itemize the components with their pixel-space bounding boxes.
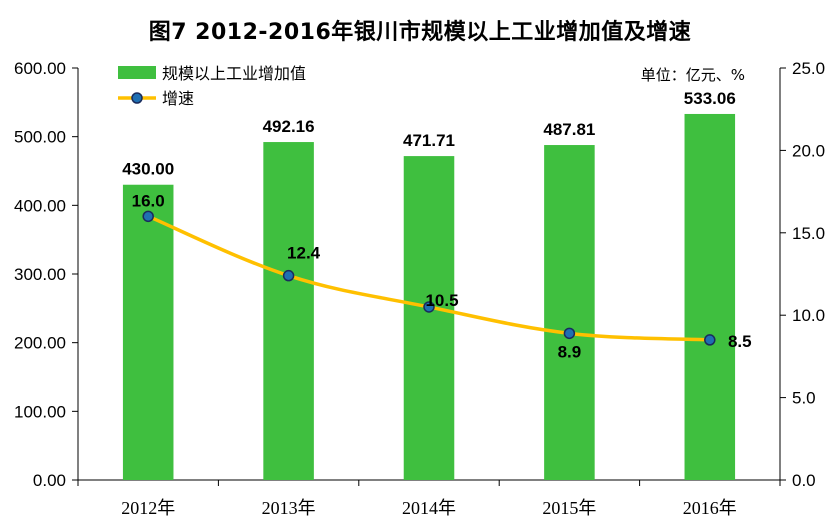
data-labels: 430.00 492.16 471.71 487.81 533.06 16.0 12.4 10… (122, 89, 751, 361)
y-right-tick-label: 10.0 (792, 306, 825, 325)
legend-swatch-bar (118, 66, 156, 79)
y-right-tick-label: 5.0 (792, 389, 816, 408)
bar-value-label: 487.81 (543, 120, 595, 139)
legend-swatch-marker (131, 92, 143, 104)
bar-value-label: 430.00 (122, 160, 174, 179)
line-point (282, 269, 295, 282)
y-left-tick-label: 300.00 (14, 265, 66, 284)
line-point (142, 210, 154, 223)
bar-value-label: 533.06 (684, 89, 736, 108)
line-point (563, 327, 576, 340)
bar-value-label: 471.71 (403, 131, 455, 150)
x-tick-label: 2012年 (121, 498, 175, 518)
line-value-label: 8.5 (728, 332, 752, 351)
y-left-tick-label: 200.00 (14, 334, 66, 353)
chart-title: 图7 2012-2016年银川市规模以上工业增加值及增速 (148, 20, 692, 45)
bar (403, 156, 455, 480)
bar (263, 142, 314, 480)
line-value-label: 10.5 (425, 291, 458, 310)
bar (684, 113, 736, 481)
y-left-tick-label: 600.00 (14, 59, 66, 78)
x-tick-label: 2015年 (542, 498, 596, 518)
y-left-tick-label: 500.00 (14, 128, 66, 147)
line-series (142, 210, 716, 346)
legend-label-line: 增速 (162, 89, 194, 108)
bar-series (122, 113, 736, 481)
x-tick-label: 2013年 (262, 498, 316, 518)
unit-label: 单位：亿元、% (641, 66, 745, 84)
legend: 规模以上工业增加值 增速 (118, 64, 306, 108)
y-right-tick-label: 25.0 (792, 59, 825, 78)
axes: 0.00 100.00 200.00 300.00 400.00 500.00 600.00… (14, 59, 825, 518)
y-right-tick-label: 0.0 (792, 471, 816, 490)
line-point (704, 334, 716, 346)
line-value-label: 8.9 (558, 342, 582, 361)
line-point (423, 301, 435, 313)
y-right-tick-label: 20.0 (792, 141, 825, 160)
bar (544, 145, 595, 480)
x-tick-label: 2014年 (402, 498, 456, 518)
y-right-tick-label: 15.0 (792, 224, 825, 243)
line-value-label: 16.0 (132, 191, 165, 210)
x-tick-label: 2016年 (683, 498, 737, 518)
legend-label-bar: 规模以上工业增加值 (162, 64, 306, 83)
bar (122, 184, 174, 480)
line-value-label: 12.4 (287, 244, 321, 263)
y-left-tick-label: 100.00 (14, 402, 66, 421)
y-left-tick-label: 0.00 (33, 471, 66, 490)
y-left-tick-label: 400.00 (14, 196, 66, 215)
bar-value-label: 492.16 (263, 117, 315, 136)
